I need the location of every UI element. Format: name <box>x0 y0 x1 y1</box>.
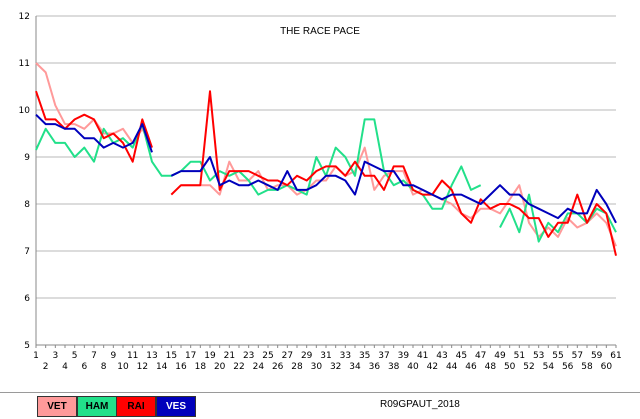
series-line-ves <box>35 113 153 153</box>
x-tick-label: 7 <box>91 351 97 361</box>
x-tick-label: 11 <box>127 351 138 361</box>
x-tick-label: 36 <box>369 362 381 372</box>
legend-entry-vet: VET <box>37 396 77 417</box>
y-tick-label: 12 <box>19 12 30 22</box>
y-tick-label: 10 <box>19 106 31 116</box>
y-tick-label: 11 <box>19 59 30 69</box>
series-line-ham <box>35 118 482 210</box>
x-tick-label: 21 <box>224 351 235 361</box>
x-tick-label: 54 <box>543 362 555 372</box>
x-tick-label: 29 <box>301 351 313 361</box>
footer-legend-bar: VET HAM RAI VES R09GPAUT_2018 <box>0 392 640 419</box>
chart-canvas: 5678910111212345678910111213141516171819… <box>19 12 622 372</box>
x-tick-label: 45 <box>456 351 467 361</box>
x-tick-label: 26 <box>272 362 284 372</box>
series-line-ham <box>499 193 617 243</box>
x-tick-label: 40 <box>407 362 419 372</box>
x-tick-label: 43 <box>436 351 447 361</box>
x-tick-label: 14 <box>156 362 168 372</box>
x-tick-label: 42 <box>427 362 438 372</box>
x-tick-label: 60 <box>601 362 613 372</box>
x-tick-label: 15 <box>166 351 177 361</box>
x-tick-label: 12 <box>137 362 148 372</box>
series-line-vet <box>181 146 617 247</box>
chart-title: THE RACE PACE <box>280 26 360 37</box>
y-tick-label: 7 <box>24 247 30 257</box>
x-tick-label: 44 <box>446 362 458 372</box>
y-tick-label: 8 <box>24 200 30 210</box>
series-line-ves <box>170 156 617 224</box>
x-tick-label: 19 <box>204 351 216 361</box>
series-line-vet <box>35 62 153 149</box>
x-tick-label: 4 <box>62 362 68 372</box>
y-tick-label: 6 <box>24 294 30 304</box>
x-tick-label: 49 <box>494 351 506 361</box>
x-tick-label: 17 <box>185 351 196 361</box>
x-tick-label: 38 <box>388 362 400 372</box>
x-tick-label: 51 <box>514 351 525 361</box>
x-tick-label: 33 <box>340 351 351 361</box>
series-line-rai <box>170 90 617 256</box>
legend-entry-ham: HAM <box>77 396 117 417</box>
x-tick-label: 23 <box>243 351 254 361</box>
legend-entry-rai: RAI <box>116 396 156 417</box>
series-line-rai <box>35 90 153 163</box>
x-tick-label: 35 <box>359 351 370 361</box>
x-tick-label: 9 <box>110 351 116 361</box>
x-tick-label: 2 <box>43 362 49 372</box>
x-tick-label: 1 <box>33 351 39 361</box>
x-tick-label: 28 <box>291 362 303 372</box>
x-tick-label: 27 <box>282 351 293 361</box>
x-tick-label: 13 <box>146 351 157 361</box>
x-tick-label: 55 <box>552 351 563 361</box>
x-tick-label: 25 <box>262 351 273 361</box>
x-tick-label: 16 <box>175 362 187 372</box>
x-tick-label: 52 <box>523 362 534 372</box>
x-tick-label: 5 <box>72 351 78 361</box>
x-tick-label: 3 <box>52 351 58 361</box>
x-tick-label: 31 <box>320 351 331 361</box>
x-tick-label: 56 <box>562 362 574 372</box>
x-tick-label: 58 <box>581 362 593 372</box>
x-tick-label: 32 <box>330 362 341 372</box>
x-tick-label: 41 <box>417 351 428 361</box>
race-pace-chart: 5 6 7 8 9 10 11 12 1 2 3 4 5 6 7 8 9 10 11 12 13 14 15 16 17 18 19… <box>19 12 622 372</box>
x-tick-label: 53 <box>533 351 544 361</box>
x-tick-label: 47 <box>475 351 486 361</box>
x-tick-label: 46 <box>465 362 477 372</box>
x-tick-label: 30 <box>311 362 323 372</box>
x-tick-label: 48 <box>485 362 497 372</box>
x-tick-label: 18 <box>195 362 207 372</box>
x-tick-label: 50 <box>504 362 516 372</box>
x-tick-label: 59 <box>591 351 603 361</box>
x-tick-label: 22 <box>233 362 244 372</box>
x-tick-label: 24 <box>253 362 265 372</box>
x-tick-label: 61 <box>610 351 621 361</box>
y-tick-label: 9 <box>24 153 30 163</box>
race-label: R09GPAUT_2018 <box>380 399 460 410</box>
x-tick-label: 8 <box>101 362 107 372</box>
x-tick-label: 20 <box>214 362 226 372</box>
x-tick-label: 6 <box>81 362 87 372</box>
x-tick-label: 34 <box>349 362 361 372</box>
x-tick-label: 37 <box>378 351 389 361</box>
x-tick-label: 57 <box>572 351 583 361</box>
y-tick-label: 5 <box>24 341 30 351</box>
legend-entry-ves: VES <box>156 396 196 417</box>
x-tick-label: 39 <box>398 351 410 361</box>
x-tick-label: 10 <box>117 362 129 372</box>
